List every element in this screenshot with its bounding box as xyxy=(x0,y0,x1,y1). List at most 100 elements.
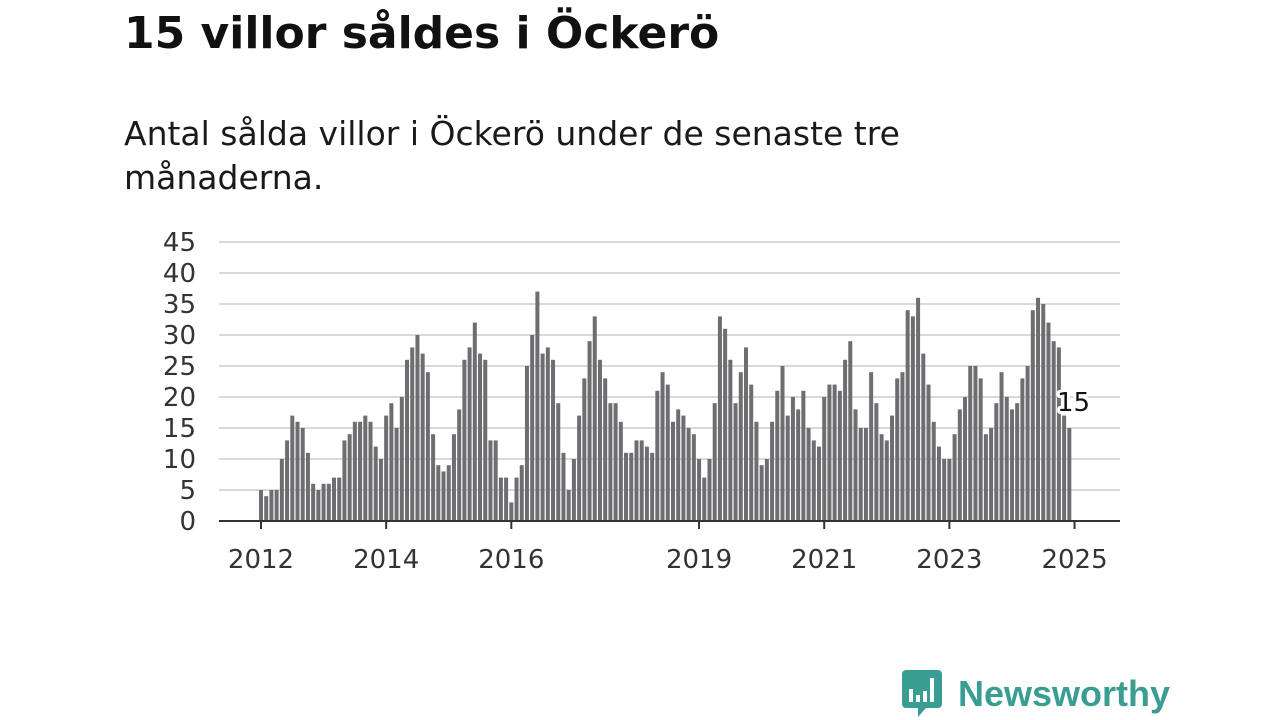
bar xyxy=(837,390,842,521)
bar xyxy=(686,428,691,521)
bar xyxy=(670,421,675,521)
bar xyxy=(462,359,467,521)
bar xyxy=(947,459,952,521)
bar xyxy=(551,359,556,521)
bars xyxy=(259,291,1072,521)
bar xyxy=(483,359,488,521)
bar xyxy=(373,446,378,521)
bar xyxy=(712,403,717,521)
bar xyxy=(577,415,582,521)
bar xyxy=(524,366,529,521)
x-tick-label: 2014 xyxy=(353,545,419,575)
bar xyxy=(1062,415,1067,521)
bar xyxy=(269,490,274,521)
bar xyxy=(540,353,545,521)
y-tick-label: 10 xyxy=(163,445,196,475)
bar xyxy=(999,372,1004,521)
bar xyxy=(1036,297,1041,521)
bar xyxy=(1030,310,1035,521)
bar xyxy=(295,421,300,521)
bar xyxy=(457,409,462,521)
bar xyxy=(858,428,863,521)
bar xyxy=(436,465,441,521)
y-tick-label: 20 xyxy=(163,383,196,413)
bar xyxy=(665,384,670,521)
bar xyxy=(352,421,357,521)
bar xyxy=(884,440,889,521)
bar xyxy=(644,446,649,521)
bar xyxy=(1051,341,1056,521)
bar xyxy=(681,415,686,521)
bar xyxy=(420,353,425,521)
bar xyxy=(952,434,957,521)
bar xyxy=(916,297,921,521)
bar xyxy=(566,490,571,521)
bar xyxy=(827,384,832,521)
bar xyxy=(863,428,868,521)
bar xyxy=(942,459,947,521)
y-tick-label: 25 xyxy=(163,352,196,382)
x-tick-label: 2023 xyxy=(916,545,982,575)
bar xyxy=(733,403,738,521)
bar xyxy=(900,372,905,521)
bar xyxy=(717,316,722,521)
bar xyxy=(378,459,383,521)
x-tick-label: 2016 xyxy=(478,545,544,575)
bar xyxy=(754,421,759,521)
bar xyxy=(504,477,509,521)
bar xyxy=(921,353,926,521)
bar xyxy=(655,390,660,521)
bar xyxy=(848,341,853,521)
bar xyxy=(869,372,874,521)
bar xyxy=(592,316,597,521)
bar xyxy=(660,372,665,521)
bar xyxy=(326,483,331,521)
y-tick-label: 45 xyxy=(163,228,196,258)
bar xyxy=(608,403,613,521)
bar xyxy=(603,378,608,521)
bar xyxy=(811,440,816,521)
bar xyxy=(337,477,342,521)
bar xyxy=(618,421,623,521)
chart-title: 15 villor såldes i Öckerö xyxy=(124,8,720,59)
bar xyxy=(1041,304,1046,521)
bar xyxy=(509,502,514,521)
bar xyxy=(723,328,728,521)
bar xyxy=(285,440,290,521)
bar xyxy=(431,434,436,521)
bar xyxy=(817,446,821,521)
bar xyxy=(368,421,373,521)
bar xyxy=(905,310,910,521)
bar xyxy=(874,403,879,521)
bar xyxy=(415,335,420,521)
x-tick-label: 2019 xyxy=(666,545,732,575)
bar xyxy=(1009,409,1014,521)
bar xyxy=(936,446,941,521)
bar xyxy=(879,434,884,521)
bar xyxy=(514,477,519,521)
bar xyxy=(780,366,785,521)
newsworthy-logo: Newsworthy xyxy=(902,670,1170,718)
bar xyxy=(1004,397,1009,521)
bar xyxy=(676,409,681,521)
bar xyxy=(994,403,999,521)
bar xyxy=(498,477,503,521)
y-tick-label: 30 xyxy=(163,321,196,351)
x-axis-tick-labels: 2012 2014 2016 2019 2021 2023 2025 xyxy=(228,545,1108,575)
bar xyxy=(342,440,347,521)
bar xyxy=(983,434,988,521)
bar xyxy=(843,359,848,521)
bar xyxy=(389,403,394,521)
x-tick-label: 2021 xyxy=(791,545,857,575)
bar xyxy=(822,397,827,521)
bar xyxy=(405,359,410,521)
bar xyxy=(530,335,535,521)
bar xyxy=(384,415,389,521)
y-tick-label: 40 xyxy=(163,259,196,289)
bar xyxy=(488,440,493,521)
bar xyxy=(895,378,900,521)
bar xyxy=(832,384,837,521)
bar xyxy=(300,428,305,521)
bar xyxy=(702,477,707,521)
